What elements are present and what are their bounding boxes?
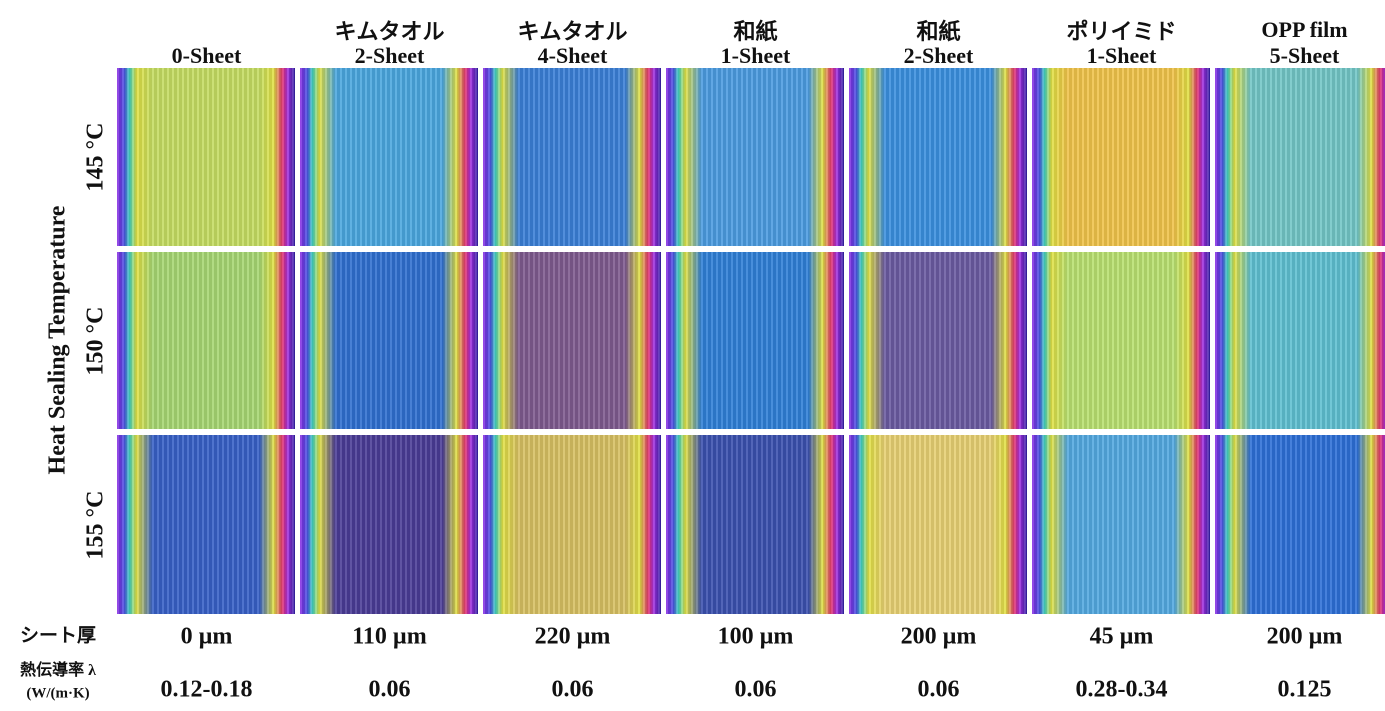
column-title: 和紙 <box>733 19 778 44</box>
column-subtitle: 2-Sheet <box>354 43 425 68</box>
column-subtitle: 4-Sheet <box>537 43 608 68</box>
thickness-value: 200 µm <box>1266 623 1343 650</box>
thermal-image <box>1215 68 1385 246</box>
conductivity-value: 0.12-0.18 <box>160 676 253 703</box>
thermal-image <box>849 252 1027 429</box>
thickness-value: 0 µm <box>180 623 233 650</box>
conductivity-value: 0.06 <box>917 676 960 703</box>
row-label: 150 °C <box>82 306 109 375</box>
conductivity-label: 熱伝導率 λ <box>20 662 96 679</box>
column-subtitle: 2-Sheet <box>903 43 974 68</box>
thermal-image <box>849 435 1027 614</box>
conductivity-value: 0.06 <box>551 676 594 703</box>
thermal-image <box>666 252 844 429</box>
thermal-image <box>117 68 295 246</box>
thermal-image <box>483 68 661 246</box>
thickness-value: 110 µm <box>352 623 427 650</box>
column-subtitle: 0-Sheet <box>171 43 242 68</box>
thermal-image <box>483 252 661 429</box>
thickness-value: 200 µm <box>900 623 977 650</box>
thermal-image <box>117 252 295 429</box>
thickness-value: 100 µm <box>717 623 794 650</box>
conductivity-value: 0.06 <box>734 676 777 703</box>
conductivity-value: 0.28-0.34 <box>1075 676 1168 703</box>
conductivity-value: 0.06 <box>368 676 411 703</box>
thickness-value: 45 µm <box>1089 623 1154 650</box>
thermal-image <box>1032 252 1210 429</box>
column-subtitle: 5-Sheet <box>1269 43 1340 68</box>
thermal-image <box>1032 435 1210 614</box>
row-label: 145 °C <box>82 122 109 192</box>
column-subtitle: 1-Sheet <box>720 43 791 68</box>
thermal-image <box>117 435 295 614</box>
thermal-image <box>666 68 844 246</box>
thermal-image <box>1215 435 1385 614</box>
thermal-image <box>1215 252 1385 429</box>
thermal-image <box>849 68 1027 246</box>
thermal-image <box>483 435 661 614</box>
thickness-label: シート厚 <box>19 625 97 647</box>
conductivity-value: 0.125 <box>1277 676 1332 703</box>
column-subtitle: 1-Sheet <box>1086 43 1157 68</box>
column-title: 和紙 <box>916 19 961 44</box>
column-title: キムタオル <box>334 19 445 44</box>
axis-label: Heat Sealing Temperature <box>44 205 71 475</box>
column-title: キムタオル <box>517 19 628 44</box>
column-title: ポリイミド <box>1066 19 1177 44</box>
thermal-image <box>1032 68 1210 246</box>
row-label: 155 °C <box>82 490 109 559</box>
thermal-image <box>300 252 478 429</box>
thermal-image <box>666 435 844 614</box>
thermal-image <box>300 435 478 614</box>
thermal-image <box>300 68 478 246</box>
column-title: OPP film <box>1261 17 1348 42</box>
thickness-value: 220 µm <box>534 623 611 650</box>
conductivity-unit: (W/(m·K) <box>26 685 90 702</box>
